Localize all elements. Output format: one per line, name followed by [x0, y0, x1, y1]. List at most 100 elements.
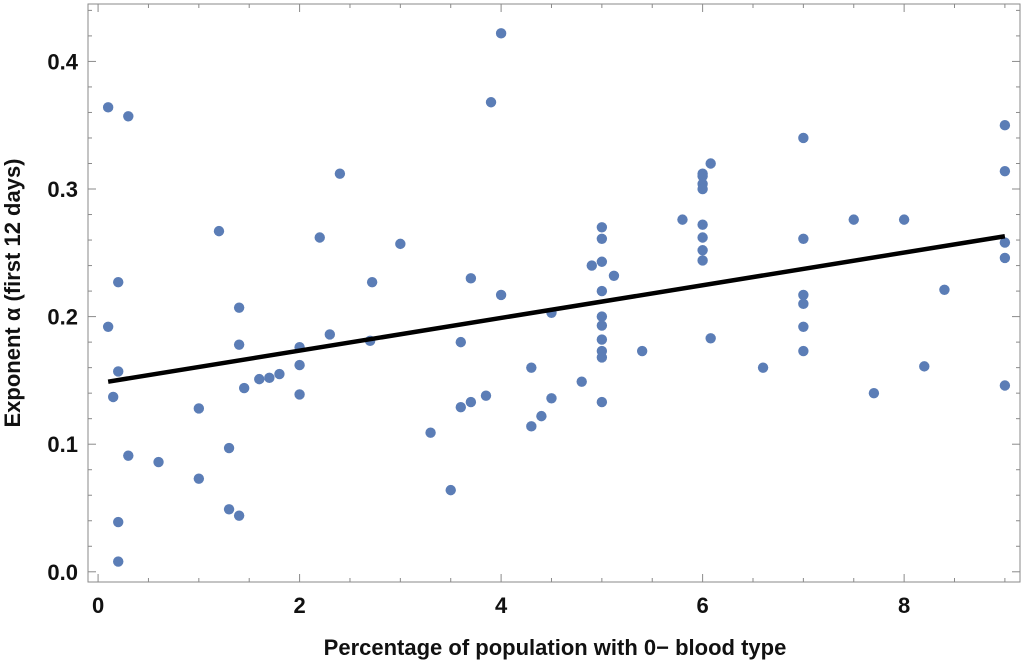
data-point — [757, 362, 769, 373]
data-point — [526, 421, 537, 432]
data-point — [213, 225, 225, 237]
data-point — [465, 396, 477, 408]
x-tick-label: 2 — [293, 593, 305, 618]
data-point — [153, 456, 164, 468]
data-point — [314, 232, 325, 243]
data-point — [233, 339, 245, 350]
tick-labels: 0 2 4 6 8 0.0 0.1 0.2 0.3 0.4 — [47, 49, 910, 618]
data-point — [596, 320, 608, 331]
data-point — [113, 366, 124, 377]
data-point — [798, 132, 809, 144]
data-point — [596, 334, 608, 345]
data-point — [596, 396, 608, 408]
data-point — [546, 393, 557, 404]
data-point — [480, 390, 492, 401]
axis-ticks — [88, 4, 1020, 582]
data-points — [102, 28, 1011, 567]
data-point — [586, 260, 597, 271]
data-point — [697, 255, 708, 266]
data-point — [223, 442, 235, 454]
data-point — [526, 362, 537, 373]
y-tick-label: 0.0 — [47, 560, 78, 585]
data-point — [102, 102, 114, 113]
y-axis-title: Exponent α (first 12 days) — [0, 158, 25, 427]
y-tick-label: 0.3 — [47, 177, 78, 202]
data-point — [274, 368, 285, 380]
data-point — [485, 97, 497, 108]
data-point — [495, 289, 507, 301]
y-tick-label: 0.2 — [47, 305, 78, 330]
data-point — [445, 484, 456, 496]
data-point — [294, 389, 305, 400]
data-point — [324, 329, 336, 340]
x-axis-title: Percentage of population with 0− blood t… — [324, 635, 787, 660]
data-point — [999, 120, 1011, 131]
data-point — [608, 270, 620, 281]
x-tick-label: 8 — [898, 593, 910, 618]
data-point — [223, 504, 235, 515]
data-point — [697, 171, 708, 182]
data-point — [939, 284, 950, 296]
plot-frame — [87, 3, 1021, 583]
data-point — [113, 556, 124, 567]
data-point — [193, 403, 205, 414]
data-point — [113, 516, 124, 528]
data-point — [697, 232, 708, 243]
data-point — [798, 298, 809, 310]
data-point — [705, 158, 716, 169]
x-tick-label: 0 — [92, 593, 104, 618]
data-point — [999, 165, 1011, 177]
data-point — [798, 345, 809, 357]
data-point — [798, 289, 809, 301]
data-point — [102, 321, 114, 333]
data-point — [465, 273, 477, 284]
data-point — [576, 376, 587, 387]
data-point — [697, 245, 708, 256]
data-point — [455, 336, 466, 348]
data-point — [113, 276, 124, 288]
data-point — [596, 233, 608, 244]
data-point — [705, 333, 716, 344]
data-point — [919, 361, 930, 372]
y-tick-label: 0.1 — [47, 432, 78, 457]
data-point — [848, 214, 859, 225]
data-point — [536, 410, 547, 422]
data-point — [596, 352, 608, 363]
data-point — [123, 450, 134, 461]
data-point — [798, 233, 809, 244]
x-tick-label: 6 — [696, 593, 708, 618]
y-tick-label: 0.4 — [47, 49, 78, 74]
data-point — [999, 252, 1011, 264]
data-point — [697, 219, 708, 230]
data-point — [999, 237, 1011, 248]
data-point — [495, 28, 507, 39]
data-point — [596, 285, 608, 297]
data-point — [334, 168, 346, 179]
data-point — [366, 276, 378, 288]
data-point — [636, 345, 648, 357]
data-point — [898, 214, 910, 225]
data-point — [264, 372, 275, 384]
data-point — [233, 302, 245, 313]
data-point — [868, 387, 880, 399]
data-point — [238, 382, 250, 394]
data-point — [233, 510, 245, 521]
data-point — [193, 473, 205, 484]
x-tick-label: 4 — [495, 593, 508, 618]
data-point — [254, 373, 265, 385]
data-point — [697, 183, 708, 195]
data-point — [677, 214, 688, 225]
data-point — [798, 321, 809, 333]
data-point — [123, 111, 134, 122]
regression-line — [107, 233, 1006, 384]
data-point — [455, 401, 466, 413]
data-point — [395, 238, 406, 250]
data-point — [596, 311, 608, 322]
data-point — [596, 222, 608, 233]
data-point — [107, 391, 119, 403]
data-point — [425, 427, 436, 438]
data-point — [999, 380, 1011, 391]
data-point — [596, 256, 608, 267]
data-point — [294, 359, 305, 371]
